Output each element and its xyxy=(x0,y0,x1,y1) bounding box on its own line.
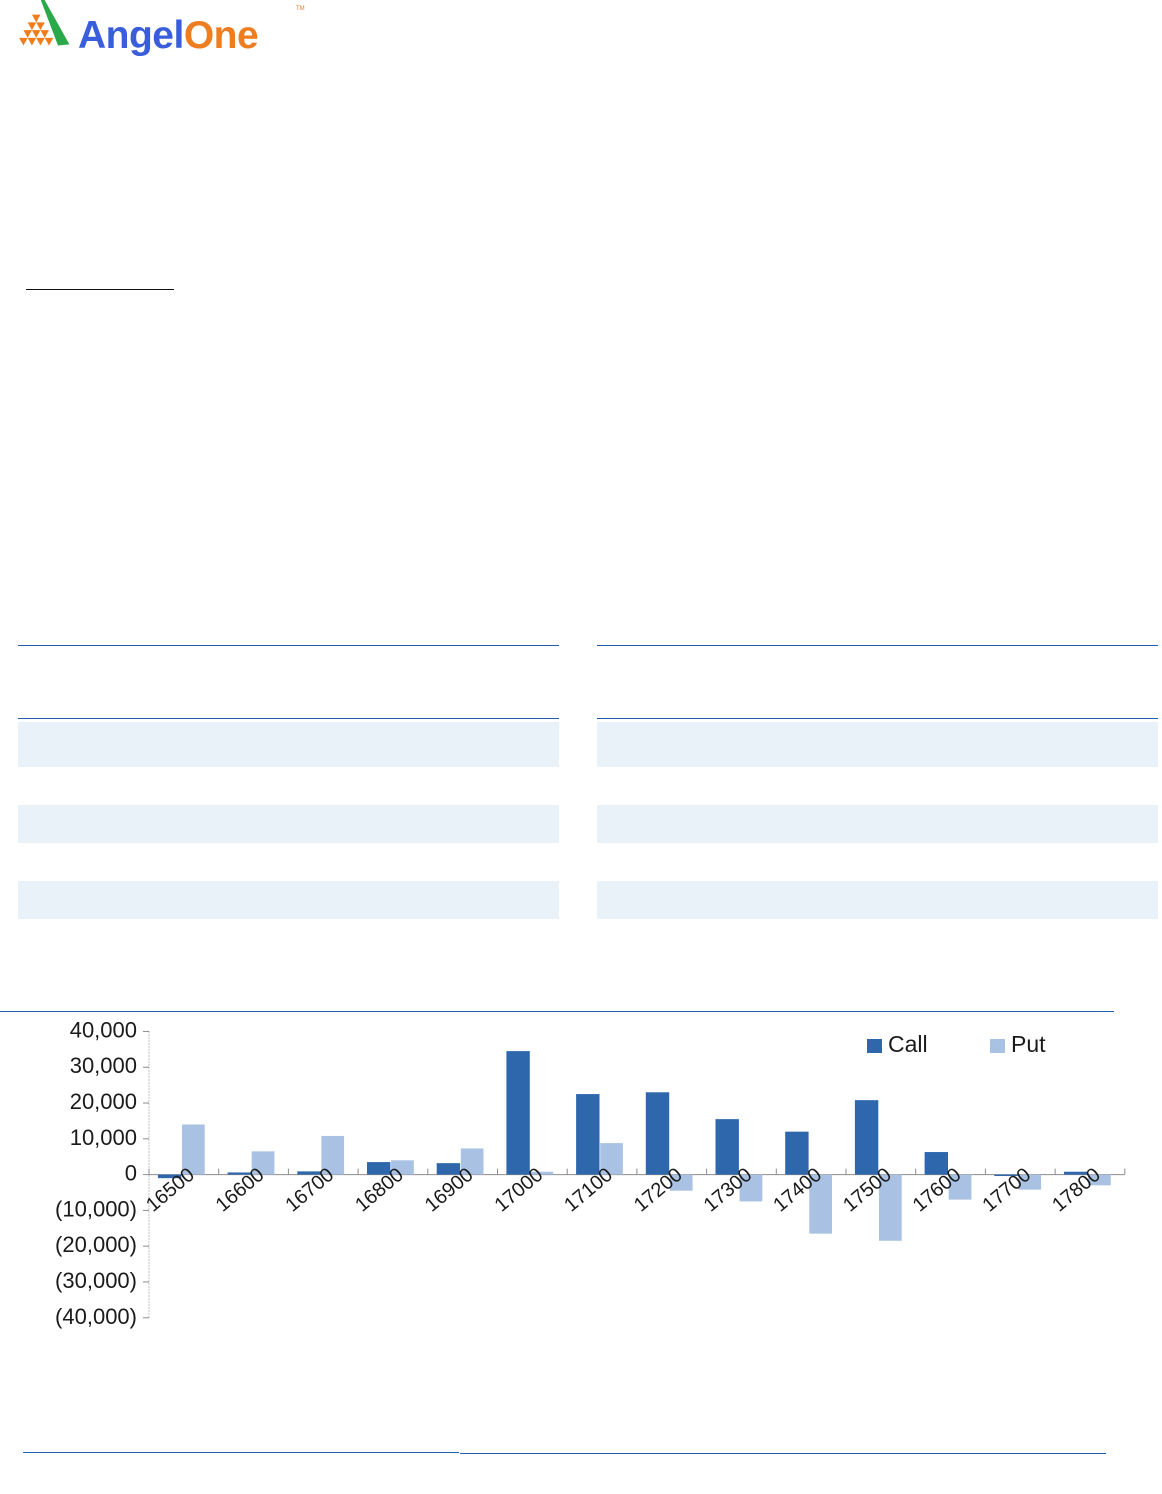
svg-text:30,000: 30,000 xyxy=(70,1053,137,1078)
svg-text:17700: 17700 xyxy=(978,1164,1035,1217)
svg-text:(20,000): (20,000) xyxy=(55,1232,137,1257)
svg-text:AngelOne: AngelOne xyxy=(78,14,258,57)
svg-text:20,000: 20,000 xyxy=(70,1089,137,1114)
svg-text:16600: 16600 xyxy=(212,1164,269,1217)
svg-text:Put: Put xyxy=(1011,1031,1046,1057)
svg-text:TM: TM xyxy=(296,6,305,12)
svg-text:16500: 16500 xyxy=(142,1164,199,1217)
svg-text:(30,000): (30,000) xyxy=(55,1268,137,1293)
svg-text:(40,000): (40,000) xyxy=(55,1304,137,1329)
svg-text:40,000: 40,000 xyxy=(70,1020,137,1042)
svg-text:0: 0 xyxy=(125,1161,137,1186)
svg-text:(10,000): (10,000) xyxy=(55,1196,137,1221)
svg-text:10,000: 10,000 xyxy=(70,1125,137,1150)
svg-text:17800: 17800 xyxy=(1048,1164,1105,1217)
svg-text:Call: Call xyxy=(888,1031,928,1057)
